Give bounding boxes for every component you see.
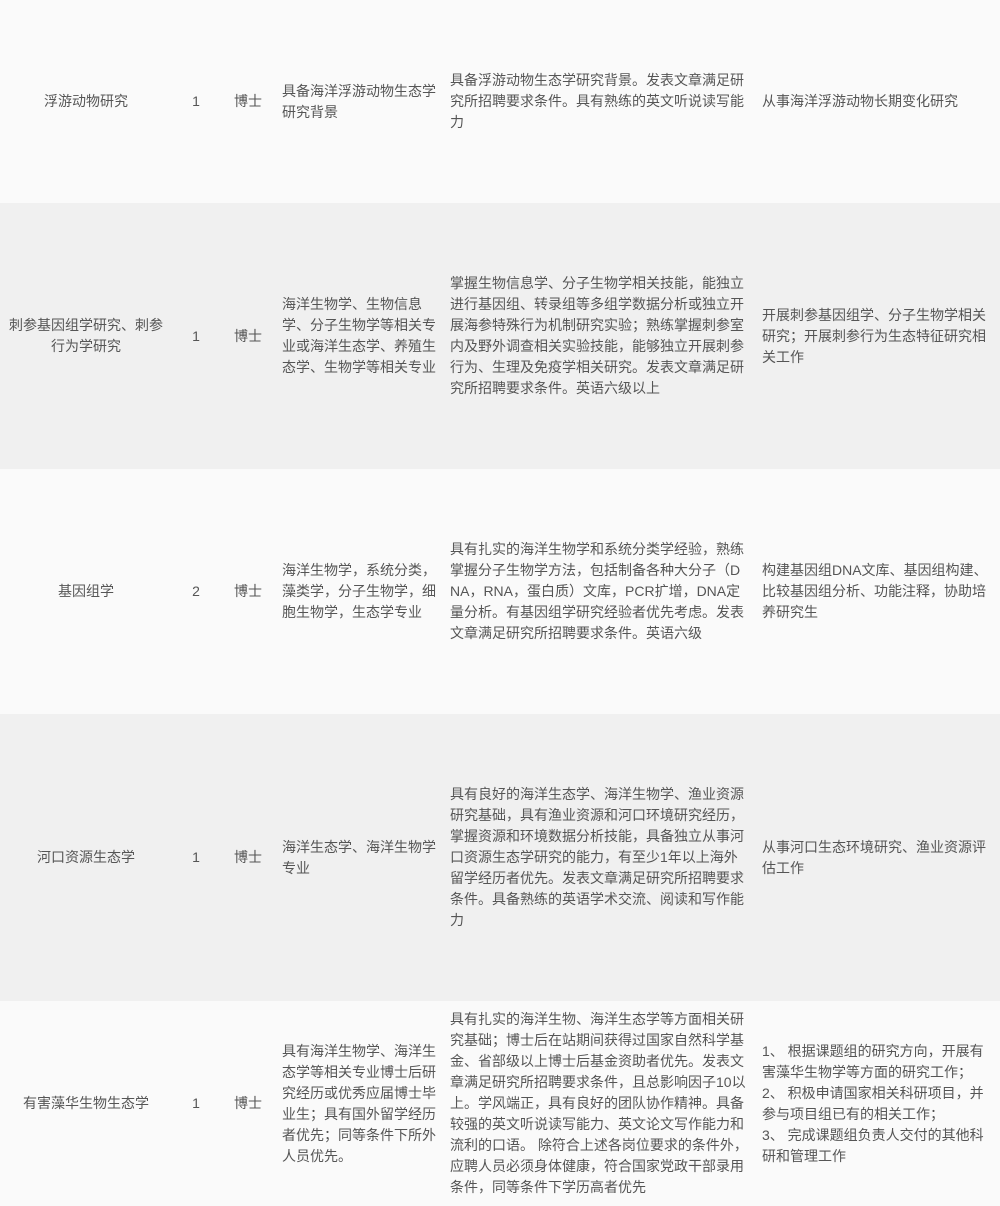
count-cell: 1 — [172, 0, 220, 203]
degree-cell: 博士 — [220, 1001, 276, 1206]
job-table: 浮游动物研究1博士具备海洋浮游动物生态学研究背景具备浮游动物生态学研究背景。发表… — [0, 0, 1000, 1206]
requirement-cell: 掌握生物信息学、分子生物学相关技能，能独立进行基因组、转录组等多组学数据分析或独… — [444, 203, 756, 469]
degree-cell: 博士 — [220, 203, 276, 469]
duty-cell: 1、 根据课题组的研究方向，开展有害藻华生物学等方面的研究工作；2、 积极申请国… — [756, 1001, 1000, 1206]
major-cell: 具备海洋浮游动物生态学研究背景 — [276, 0, 444, 203]
table-row: 基因组学2博士海洋生物学，系统分类，藻类学，分子生物学，细胞生物学，生态学专业具… — [0, 469, 1000, 714]
requirement-cell: 具备浮游动物生态学研究背景。发表文章满足研究所招聘要求条件。具有熟练的英文听说读… — [444, 0, 756, 203]
count-cell: 1 — [172, 1001, 220, 1206]
position-cell: 河口资源生态学 — [0, 714, 172, 1001]
duty-cell: 构建基因组DNA文库、基因组构建、比较基因组分析、功能注释，协助培养研究生 — [756, 469, 1000, 714]
requirement-cell: 具有扎实的海洋生物、海洋生态学等方面相关研究基础；博士后在站期间获得过国家自然科… — [444, 1001, 756, 1206]
table-row: 刺参基因组学研究、刺参行为学研究1博士海洋生物学、生物信息学、分子生物学等相关专… — [0, 203, 1000, 469]
degree-cell: 博士 — [220, 0, 276, 203]
table-row: 河口资源生态学1博士海洋生态学、海洋生物学专业具有良好的海洋生态学、海洋生物学、… — [0, 714, 1000, 1001]
count-cell: 1 — [172, 203, 220, 469]
requirement-cell: 具有良好的海洋生态学、海洋生物学、渔业资源研究基础，具有渔业资源和河口环境研究经… — [444, 714, 756, 1001]
position-cell: 刺参基因组学研究、刺参行为学研究 — [0, 203, 172, 469]
duty-cell: 从事海洋浮游动物长期变化研究 — [756, 0, 1000, 203]
major-cell: 海洋生物学、生物信息学、分子生物学等相关专业或海洋生态学、养殖生态学、生物学等相… — [276, 203, 444, 469]
table-row: 有害藻华生物生态学1博士具有海洋生物学、海洋生态学等相关专业博士后研究经历或优秀… — [0, 1001, 1000, 1206]
position-cell: 浮游动物研究 — [0, 0, 172, 203]
major-cell: 海洋生态学、海洋生物学专业 — [276, 714, 444, 1001]
requirement-cell: 具有扎实的海洋生物学和系统分类学经验，熟练掌握分子生物学方法，包括制备各种大分子… — [444, 469, 756, 714]
degree-cell: 博士 — [220, 469, 276, 714]
duty-cell: 开展刺参基因组学、分子生物学相关研究；开展刺参行为生态特征研究相关工作 — [756, 203, 1000, 469]
major-cell: 海洋生物学，系统分类，藻类学，分子生物学，细胞生物学，生态学专业 — [276, 469, 444, 714]
duty-cell: 从事河口生态环境研究、渔业资源评估工作 — [756, 714, 1000, 1001]
count-cell: 2 — [172, 469, 220, 714]
table-row: 浮游动物研究1博士具备海洋浮游动物生态学研究背景具备浮游动物生态学研究背景。发表… — [0, 0, 1000, 203]
count-cell: 1 — [172, 714, 220, 1001]
major-cell: 具有海洋生物学、海洋生态学等相关专业博士后研究经历或优秀应届博士毕业生；具有国外… — [276, 1001, 444, 1206]
degree-cell: 博士 — [220, 714, 276, 1001]
position-cell: 基因组学 — [0, 469, 172, 714]
position-cell: 有害藻华生物生态学 — [0, 1001, 172, 1206]
